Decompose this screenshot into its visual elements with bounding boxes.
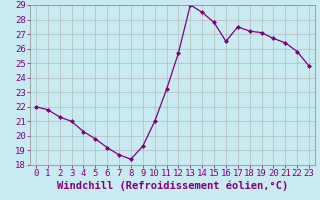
- X-axis label: Windchill (Refroidissement éolien,°C): Windchill (Refroidissement éolien,°C): [57, 181, 288, 191]
